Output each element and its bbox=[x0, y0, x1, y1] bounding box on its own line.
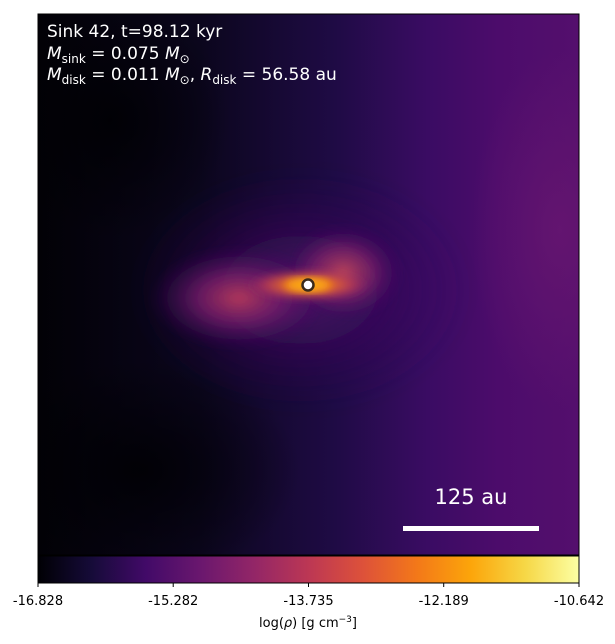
scale-bar bbox=[403, 526, 539, 531]
sink-info-line1: Sink 42, t=98.12 kyr bbox=[47, 22, 222, 42]
colorbar-tick-label: -12.189 bbox=[419, 594, 469, 609]
colorbar bbox=[37, 555, 580, 584]
disk-info-label: Mdisk = 0.011 M⊙, Rdisk = 56.58 au bbox=[47, 65, 337, 87]
sink-marker bbox=[301, 278, 315, 292]
map-frame bbox=[37, 13, 580, 556]
colorbar-ticks: -16.828 -15.282 -13.735 -12.189 -10.642 bbox=[13, 583, 604, 609]
colorbar-tick-label: -15.282 bbox=[148, 594, 198, 609]
colorbar-tick-label: -10.642 bbox=[554, 594, 604, 609]
density-map bbox=[38, 14, 579, 555]
sink-mass-label: Msink = 0.075 M⊙ bbox=[47, 44, 190, 66]
colorbar-tick-label: -16.828 bbox=[13, 594, 63, 609]
colorbar-tick-label: -13.735 bbox=[283, 594, 333, 609]
colorbar-label: log(ρ) [g cm−3] bbox=[259, 615, 357, 631]
scale-bar-label: 125 au bbox=[435, 485, 508, 509]
